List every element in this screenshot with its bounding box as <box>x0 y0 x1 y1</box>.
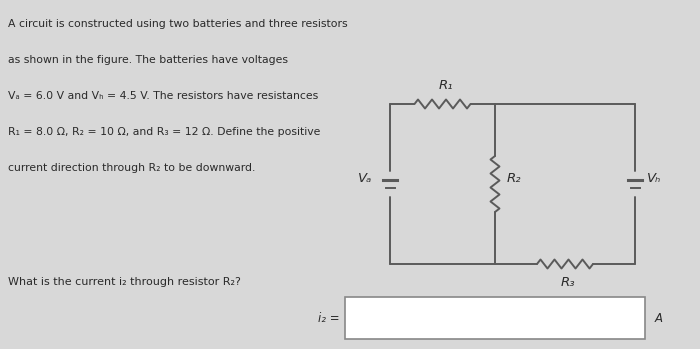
Text: as shown in the figure. The batteries have voltages: as shown in the figure. The batteries ha… <box>8 55 288 65</box>
Text: R₂: R₂ <box>507 172 522 186</box>
FancyBboxPatch shape <box>345 297 645 339</box>
Text: R₁: R₁ <box>438 79 453 92</box>
Text: Vₕ: Vₕ <box>647 172 662 186</box>
Text: A: A <box>655 312 663 325</box>
Text: R₁ = 8.0 Ω, R₂ = 10 Ω, and R₃ = 12 Ω. Define the positive: R₁ = 8.0 Ω, R₂ = 10 Ω, and R₃ = 12 Ω. De… <box>8 127 321 137</box>
Text: R₃: R₃ <box>561 276 575 289</box>
Text: What is the current i₂ through resistor R₂?: What is the current i₂ through resistor … <box>8 277 241 287</box>
Text: A circuit is constructed using two batteries and three resistors: A circuit is constructed using two batte… <box>8 19 348 29</box>
Text: i₂ =: i₂ = <box>318 312 340 325</box>
Text: Vₐ: Vₐ <box>358 172 372 186</box>
Text: current direction through R₂ to be downward.: current direction through R₂ to be downw… <box>8 163 255 173</box>
Text: Vₐ = 6.0 V and Vₕ = 4.5 V. The resistors have resistances: Vₐ = 6.0 V and Vₕ = 4.5 V. The resistors… <box>8 91 318 101</box>
